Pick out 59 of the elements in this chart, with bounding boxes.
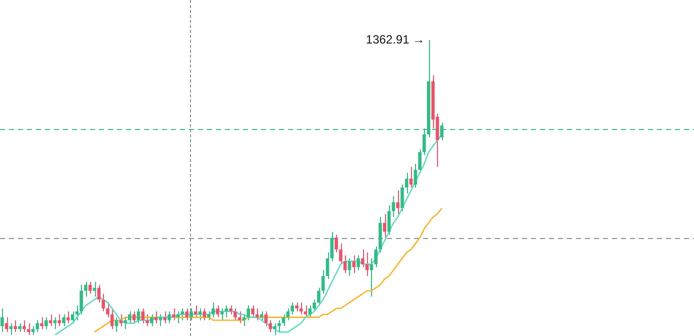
candlestick bbox=[168, 310, 171, 324]
candlestick bbox=[238, 310, 242, 324]
candlestick bbox=[84, 281, 88, 298]
candlestick bbox=[92, 281, 96, 298]
candlestick bbox=[308, 305, 312, 318]
candlestick bbox=[154, 310, 158, 324]
candlestick bbox=[119, 314, 123, 327]
candlestick bbox=[0, 308, 4, 333]
candlestick bbox=[198, 308, 202, 321]
candlestick bbox=[278, 320, 281, 333]
candlestick bbox=[70, 310, 74, 324]
candlestick bbox=[163, 310, 166, 324]
candlestick bbox=[356, 254, 360, 271]
candlestick bbox=[202, 308, 206, 321]
candlestick bbox=[234, 308, 237, 321]
candlestick bbox=[66, 310, 70, 324]
candlestick bbox=[383, 214, 386, 238]
candlestick bbox=[224, 305, 228, 318]
candlestick bbox=[26, 322, 30, 336]
candlestick bbox=[4, 316, 8, 333]
candlestick bbox=[365, 252, 369, 276]
candlestick bbox=[150, 314, 154, 327]
candlestick bbox=[190, 308, 193, 321]
candlestick bbox=[370, 258, 374, 298]
candlestick bbox=[396, 190, 400, 215]
candlestick bbox=[400, 184, 404, 212]
candlestick bbox=[40, 316, 44, 330]
candlestick bbox=[361, 248, 364, 268]
candlestick bbox=[132, 310, 136, 324]
candlestick bbox=[88, 281, 92, 294]
candlestick bbox=[220, 308, 224, 321]
candlestick bbox=[180, 308, 184, 321]
candlestick bbox=[9, 322, 13, 336]
candlestick bbox=[194, 305, 198, 318]
candlestick bbox=[404, 172, 408, 194]
candlestick bbox=[158, 314, 162, 327]
candlestick bbox=[62, 314, 66, 327]
candlestick bbox=[299, 302, 303, 315]
candlestick bbox=[36, 320, 40, 333]
candlestick bbox=[185, 308, 188, 321]
candlestick bbox=[334, 234, 338, 253]
candlestick bbox=[387, 204, 391, 236]
candlestick bbox=[352, 254, 356, 274]
candlestick bbox=[128, 310, 132, 324]
candlestick bbox=[172, 308, 176, 321]
candlestick bbox=[216, 305, 220, 318]
candlestick bbox=[212, 302, 215, 318]
candlestick bbox=[22, 320, 26, 333]
annotation: 1362.91 → bbox=[366, 32, 425, 46]
candlestick bbox=[256, 308, 259, 321]
candlestick bbox=[44, 316, 48, 330]
candlestick bbox=[141, 308, 145, 324]
candlestick bbox=[14, 320, 18, 333]
candlestick bbox=[136, 308, 140, 324]
candlestick bbox=[304, 305, 308, 318]
candlestick bbox=[409, 166, 413, 188]
candlestick bbox=[124, 316, 127, 330]
candlestick bbox=[176, 310, 180, 324]
candlestick bbox=[58, 314, 61, 327]
